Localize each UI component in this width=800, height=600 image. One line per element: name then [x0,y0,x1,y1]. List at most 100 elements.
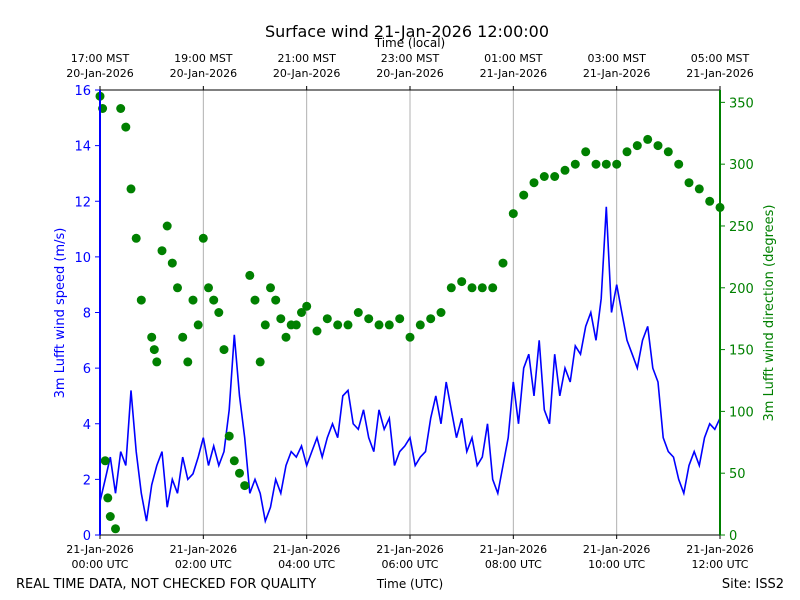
wind-direction-point [152,357,162,367]
x-tick-label-date: 21-Jan-2026 [273,543,341,556]
top-tick-label-date: 20-Jan-2026 [273,67,341,80]
wind-direction-point [111,524,120,534]
wind-direction-point [467,283,477,293]
wind-direction-point [384,320,394,330]
plot-area [95,91,725,534]
wind-direction-point [674,159,684,169]
wind-direction-point [477,283,487,293]
y-tick-label-right: 50 [729,467,746,482]
x-tick-label-time: 06:00 UTC [381,558,438,571]
y-tick-label-left: 12 [74,195,91,210]
x-tick-label-date: 21-Jan-2026 [480,543,548,556]
wind-direction-point [229,456,239,466]
y-tick-label-right: 250 [729,220,754,235]
x-tick-label-time: 10:00 UTC [588,558,645,571]
wind-direction-point [131,233,141,243]
top-axis-label: Time (local) [374,36,446,50]
top-tick-label-date: 21-Jan-2026 [686,67,754,80]
wind-direction-point [219,345,229,355]
wind-direction-point [508,209,518,219]
wind-direction-point [415,320,425,330]
wind-direction-point [255,357,265,367]
y-tick-label-right: 300 [729,158,754,173]
wind-direction-point [436,308,446,317]
wind-direction-point [276,314,286,324]
top-tick-label-time: 17:00 MST [71,52,130,65]
top-tick-label-time: 19:00 MST [174,52,233,65]
x-tick-label-time: 00:00 UTC [71,558,128,571]
wind-direction-point [581,147,591,157]
x-tick-label-date: 21-Jan-2026 [66,543,134,556]
site-label: Site: ISS2 [722,577,784,592]
axes: 21-Jan-2026 00:00 UTC 21-Jan-2026 02:00 UTC… [66,52,754,571]
y-axis-label-right: 3m Lufft wind direction (degrees) [762,205,777,422]
y-tick-label-right: 200 [729,282,754,297]
wind-direction-point [395,314,405,324]
wind-direction-point [105,512,115,521]
x-tick-label-time: 12:00 UTC [691,558,748,571]
wind-direction-point [116,104,126,113]
y-tick-label-right: 100 [729,405,754,420]
vertical-gridlines [202,90,618,535]
top-tick-label-date: 21-Jan-2026 [480,67,548,80]
wind-direction-point [281,332,291,342]
x-axis-label: Time (UTC) [376,577,443,591]
wind-direction-point [694,184,704,194]
top-tick-label-date: 21-Jan-2026 [583,67,651,80]
wind-direction-point [498,258,508,268]
wind-direction-point [224,431,234,441]
x-tick-label-date: 21-Jan-2026 [376,543,444,556]
wind-direction-point [178,332,188,342]
wind-direction-point [100,456,110,466]
wind-direction-point [488,283,498,293]
wind-direction-point [632,141,642,151]
wind-direction-point [149,345,159,355]
wind-direction-point [204,283,213,293]
wind-direction-point [245,270,255,280]
top-tick-label-date: 20-Jan-2026 [376,67,444,80]
wind-direction-point [426,314,436,324]
wind-direction-point [405,332,415,342]
wind-direction-point [570,159,580,169]
y-tick-label-left: 0 [83,529,91,544]
wind-direction-point [235,468,244,478]
wind-direction-point [550,172,560,181]
wind-direction-point [188,295,198,305]
x-tick-label-date: 21-Jan-2026 [686,543,754,556]
wind-direction-point [601,159,611,169]
wind-direction-point [157,246,167,256]
chart-title: Surface wind 21-Jan-2026 12:00:00 [265,22,549,41]
y-tick-label-left: 4 [83,418,91,433]
x-tick-label-date: 21-Jan-2026 [583,543,651,556]
wind-direction-point [312,326,322,336]
wind-direction-point [612,159,622,169]
wind-direction-point [291,320,301,330]
wind-direction-point [271,295,281,305]
wind-direction-point [529,178,539,188]
wind-direction-point [684,178,694,188]
wind-direction-point [353,308,363,317]
wind-direction-point [622,147,632,157]
wind-direction-point [103,493,113,503]
wind-direction-point [198,233,208,243]
top-tick-label-date: 20-Jan-2026 [170,67,238,80]
top-tick-label-time: 01:00 MST [484,52,543,65]
wind-direction-point [297,308,306,317]
top-tick-label-time: 21:00 MST [277,52,336,65]
y-tick-label-right: 350 [729,96,754,111]
top-tick-label-date: 20-Jan-2026 [66,67,134,80]
wind-direction-point [193,320,203,330]
wind-direction-point [214,308,224,317]
wind-direction-point [539,172,549,181]
wind-direction-point [302,301,312,311]
wind-direction-point [209,295,219,305]
top-tick-label-time: 23:00 MST [381,52,440,65]
y-tick-label-right: 0 [729,529,737,544]
y-axis-label-left: 3m Lufft wind speed (m/s) [53,228,68,399]
x-tick-label-date: 21-Jan-2026 [170,543,238,556]
wind-direction-point [519,190,529,200]
x-tick-label-time: 04:00 UTC [278,558,335,571]
wind-direction-point [250,295,260,305]
wind-direction-point [240,481,250,491]
